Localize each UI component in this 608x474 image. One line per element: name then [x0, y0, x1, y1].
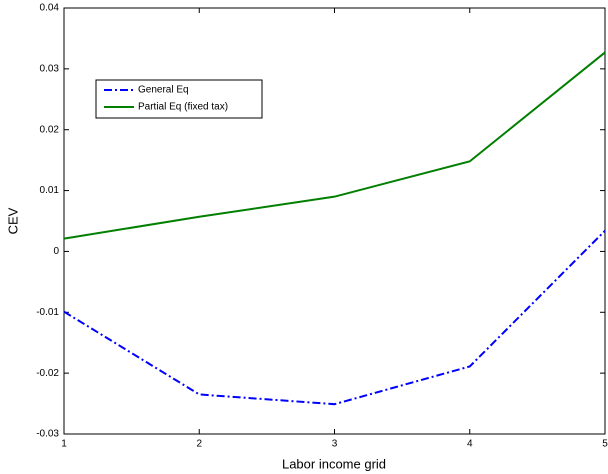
series-line [63, 230, 606, 406]
x-tick-label: 4 [467, 439, 473, 450]
y-tick-label: 0 [53, 246, 59, 257]
legend-label: Partial Eq (fixed tax) [138, 102, 228, 113]
legend-box [95, 79, 263, 119]
legend-label: General Eq [138, 85, 189, 96]
plot-frame [63, 7, 606, 435]
y-tick-label: 0.04 [40, 3, 60, 14]
x-tick-label: 2 [196, 439, 202, 450]
y-tick-label: 0.01 [40, 185, 60, 196]
y-tick-label: 0.02 [40, 124, 60, 135]
x-tick-label: 5 [602, 439, 608, 450]
y-tick-label: -0.01 [36, 307, 59, 318]
x-tick-label: 1 [61, 439, 67, 450]
y-axis-label: CEV [5, 207, 20, 234]
y-tick-label: -0.02 [36, 368, 59, 379]
y-tick-label: 0.03 [40, 63, 60, 74]
x-axis-label: Labor income grid [282, 456, 386, 471]
x-tick-label: 3 [332, 439, 338, 450]
y-tick-label: -0.03 [36, 429, 59, 440]
series-line [63, 51, 606, 240]
